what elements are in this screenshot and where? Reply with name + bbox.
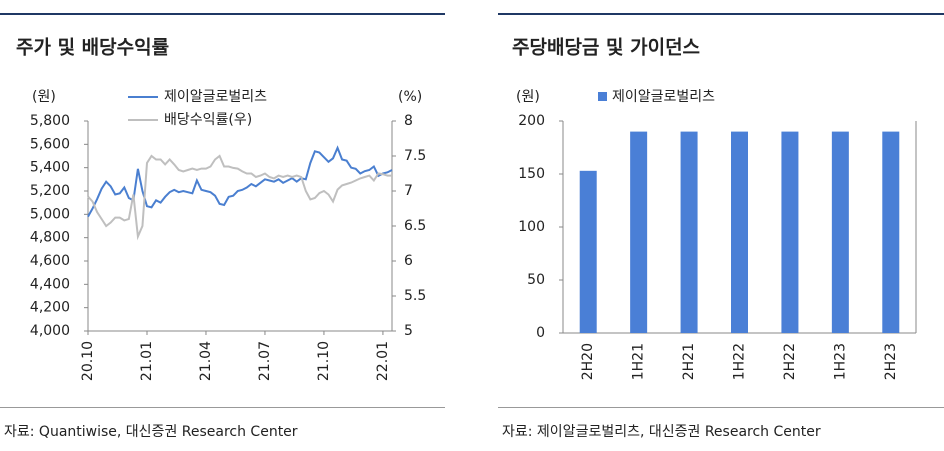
- top-rule: [498, 13, 944, 15]
- source-rule: [498, 407, 944, 408]
- y-tick-label: 4,800: [30, 230, 70, 246]
- y-tick-label: 5,200: [30, 183, 70, 199]
- source: 자료: Quantiwise, 대신증권 Research Center: [4, 424, 298, 440]
- chart-title: 주가 및 배당수익률: [16, 37, 169, 59]
- x-tick-label: 1H23: [832, 343, 848, 380]
- y-tick-label: 50: [527, 272, 545, 288]
- bar: [731, 131, 748, 333]
- bar: [882, 131, 900, 333]
- x-tick-label: 20.10: [80, 341, 96, 381]
- x-tick-label: 21.04: [198, 341, 214, 381]
- x-tick-label: 2H22: [782, 343, 798, 380]
- x-tick-label: 22.01: [375, 341, 391, 381]
- source: 자료: 제이알글로벌리츠, 대신증권 Research Center: [502, 424, 821, 440]
- x-tick-label: 2H20: [580, 343, 596, 380]
- bar: [831, 131, 849, 333]
- y2-tick-label: 7.5: [404, 148, 426, 164]
- chart-title: 주당배당금 및 가이던스: [512, 37, 700, 59]
- legend-label: 제이알글로벌리츠: [612, 89, 715, 105]
- y-tick-label: 5,000: [30, 206, 70, 222]
- y-tick-label: 150: [518, 166, 545, 182]
- legend-label: 제이알글로벌리츠: [164, 89, 267, 105]
- y2-tick-label: 6: [404, 253, 413, 269]
- y-tick-label: 5,800: [30, 113, 70, 129]
- y-unit: (원): [32, 89, 56, 105]
- line-series: [87, 154, 392, 241]
- y-tick-label: 4,600: [30, 253, 70, 269]
- x-tick-label: 21.01: [139, 341, 155, 381]
- y2-unit: (%): [398, 89, 422, 105]
- bar: [630, 131, 648, 333]
- x-tick-label: 2H21: [681, 343, 697, 380]
- bar: [680, 131, 698, 333]
- top-rule: [0, 13, 445, 15]
- y-tick-label: 4,400: [30, 276, 70, 292]
- y-tick-label: 100: [518, 219, 545, 235]
- bar: [781, 131, 799, 333]
- y2-tick-label: 7: [404, 183, 413, 199]
- y-tick-label: 0: [536, 325, 545, 341]
- y2-tick-label: 6.5: [404, 218, 426, 234]
- x-tick-label: 1H22: [732, 343, 748, 380]
- x-tick-label: 1H21: [631, 343, 647, 380]
- y-tick-label: 5,400: [30, 160, 70, 176]
- line-series: [87, 145, 393, 218]
- legend-label: 배당수익률(우): [164, 112, 252, 128]
- x-tick-label: 21.07: [257, 341, 273, 381]
- y-unit: (원): [516, 89, 540, 105]
- x-tick-label: 2H23: [883, 343, 899, 380]
- y2-tick-label: 5.5: [404, 288, 426, 304]
- x-tick-label: 21.10: [316, 341, 332, 381]
- y-tick-label: 4,200: [30, 300, 70, 316]
- bar: [579, 170, 597, 333]
- y-tick-label: 200: [518, 113, 545, 129]
- y2-tick-label: 5: [404, 323, 413, 339]
- legend-swatch: [598, 92, 607, 101]
- y-tick-label: 4,000: [30, 323, 70, 339]
- y2-tick-label: 8: [404, 113, 413, 129]
- y-tick-label: 5,600: [30, 136, 70, 152]
- source-rule: [0, 407, 445, 408]
